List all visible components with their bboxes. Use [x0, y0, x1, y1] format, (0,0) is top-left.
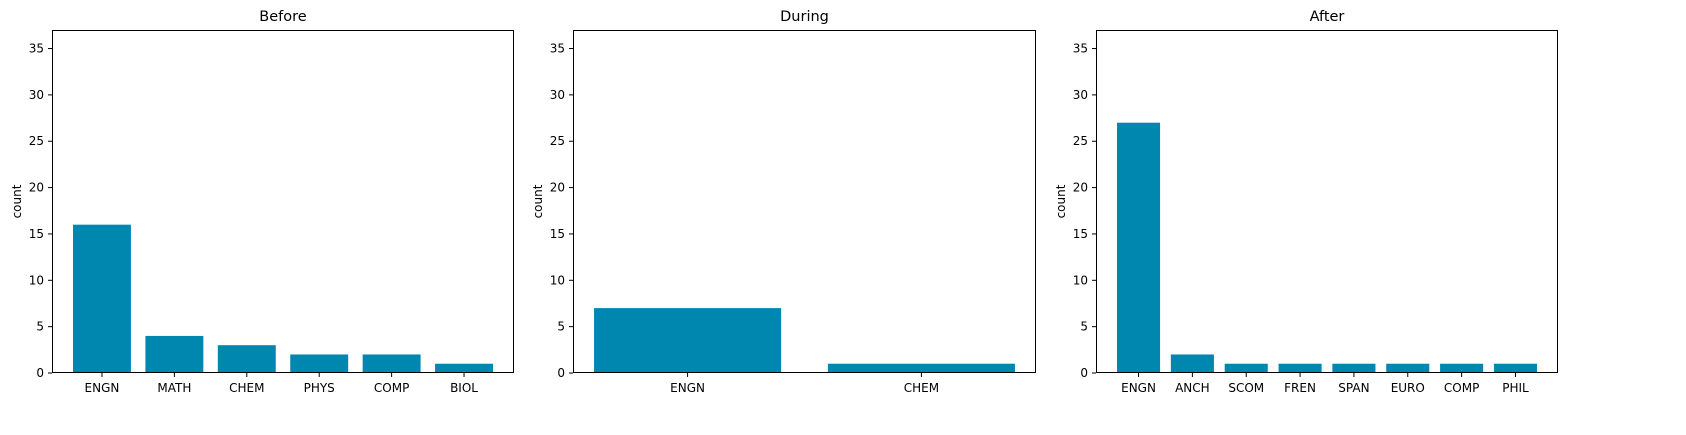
- axes-frame: [573, 30, 1036, 373]
- bar-fren: [1278, 363, 1322, 373]
- y-tick-label: 15: [29, 227, 44, 241]
- bar-chem: [217, 345, 276, 373]
- y-tick-label: 0: [36, 366, 44, 380]
- panel-before: ENGN MATH CHEM PHYS COMP BIOL 0 5 10 15 20 25 30 35 Be…: [10, 9, 514, 395]
- x-tick-label: BIOL: [450, 381, 478, 395]
- x-tick-label: MATH: [157, 381, 191, 395]
- y-tick-label: 0: [557, 366, 565, 380]
- y-axis-label: count: [1054, 184, 1068, 218]
- bar-euro: [1386, 363, 1430, 373]
- y-tick-label: 20: [550, 181, 565, 195]
- bar-phil: [1493, 363, 1537, 373]
- y-tick-label: 5: [36, 320, 44, 334]
- panel-title: During: [780, 9, 829, 25]
- panel-during: ENGN CHEM 0 5 10 15 20 25 30 35 During count: [531, 9, 1036, 395]
- bar-engn: [73, 224, 131, 373]
- x-tick-label: COMP: [1444, 381, 1479, 395]
- x-tick-label: PHIL: [1502, 381, 1529, 395]
- bar-engn: [1117, 122, 1161, 373]
- y-axis-label: count: [10, 184, 24, 218]
- bar-chem: [827, 363, 1015, 373]
- y-tick-label: 0: [1080, 366, 1088, 380]
- x-tick-label: EURO: [1391, 381, 1425, 395]
- y-tick-label: 30: [1073, 88, 1088, 102]
- y-tick-label: 30: [550, 88, 565, 102]
- x-tick-label: COMP: [374, 381, 409, 395]
- y-tick-label: 5: [557, 320, 565, 334]
- bar-phys: [290, 354, 349, 373]
- bar-span: [1332, 363, 1376, 373]
- y-tick-label: 10: [29, 273, 44, 287]
- y-tick-label: 20: [29, 181, 44, 195]
- y-tick-label: 25: [550, 134, 565, 148]
- x-tick-label: PHYS: [304, 381, 335, 395]
- y-tick-label: 15: [550, 227, 565, 241]
- axes-frame: [1096, 30, 1558, 373]
- y-tick-label: 35: [29, 42, 44, 56]
- x-tick-label: CHEM: [229, 381, 264, 395]
- x-tick-label: CHEM: [904, 381, 939, 395]
- y-axis-label: count: [531, 184, 545, 218]
- x-tick-label: SCOM: [1228, 381, 1264, 395]
- bar-biol: [435, 363, 493, 373]
- panel-after: ENGN ANCH SCOM FREN SPAN EURO COMP PHIL 0 5 10 15 20…: [1054, 9, 1558, 395]
- y-tick-label: 5: [1080, 320, 1088, 334]
- x-tick-label: SPAN: [1338, 381, 1369, 395]
- x-tick-label: FREN: [1284, 381, 1316, 395]
- bar-engn: [594, 308, 782, 373]
- y-tick-label: 30: [29, 88, 44, 102]
- bar-scom: [1224, 363, 1268, 373]
- y-tick-label: 35: [1073, 42, 1088, 56]
- x-tick-label: ENGN: [670, 381, 705, 395]
- bar-math: [145, 335, 204, 373]
- x-tick-label: ENGN: [85, 381, 120, 395]
- panel-title: After: [1310, 9, 1345, 25]
- panel-title: Before: [259, 9, 306, 25]
- x-tick-label: ANCH: [1175, 381, 1210, 395]
- x-tick-label: ENGN: [1121, 381, 1156, 395]
- bar-anch: [1170, 354, 1214, 373]
- axes-frame: [52, 30, 514, 373]
- y-tick-label: 25: [1073, 134, 1088, 148]
- y-tick-label: 15: [1073, 227, 1088, 241]
- y-tick-label: 25: [29, 134, 44, 148]
- y-tick-label: 35: [550, 42, 565, 56]
- y-tick-label: 20: [1073, 181, 1088, 195]
- y-tick-label: 10: [550, 273, 565, 287]
- y-tick-label: 10: [1073, 273, 1088, 287]
- bar-comp: [362, 354, 421, 373]
- bar-comp: [1440, 363, 1484, 373]
